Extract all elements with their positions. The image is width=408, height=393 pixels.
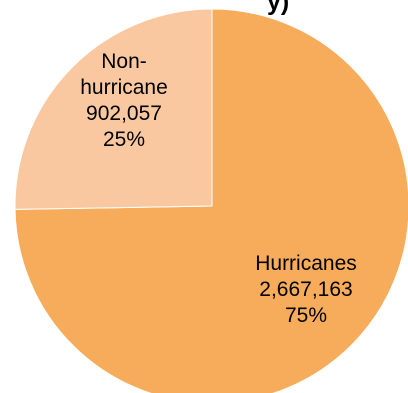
data-label-hurricanes: Hurricanes 2,667,163 75%	[255, 252, 357, 327]
pie-slice-non-hurricane	[14, 8, 213, 210]
data-label-line: 2,667,163	[259, 278, 352, 301]
data-label-line: 25%	[103, 128, 145, 151]
data-label-line: Hurricanes	[255, 252, 357, 275]
pie-slice-hurricanes	[14, 8, 408, 393]
pie-data-labels: Hurricanes 2,667,163 75% Non-hurricane 902,0…	[80, 50, 357, 327]
data-label-line: Non-	[101, 50, 147, 73]
data-label-non-hurricane: Non-hurricane 902,057 25%	[80, 50, 168, 151]
data-label-line: hurricane	[80, 76, 168, 99]
pie-slices	[14, 8, 408, 393]
data-label-line: 75%	[285, 304, 327, 327]
chart-title-fragment: y)	[267, 0, 289, 16]
data-label-line: 902,057	[86, 102, 162, 125]
